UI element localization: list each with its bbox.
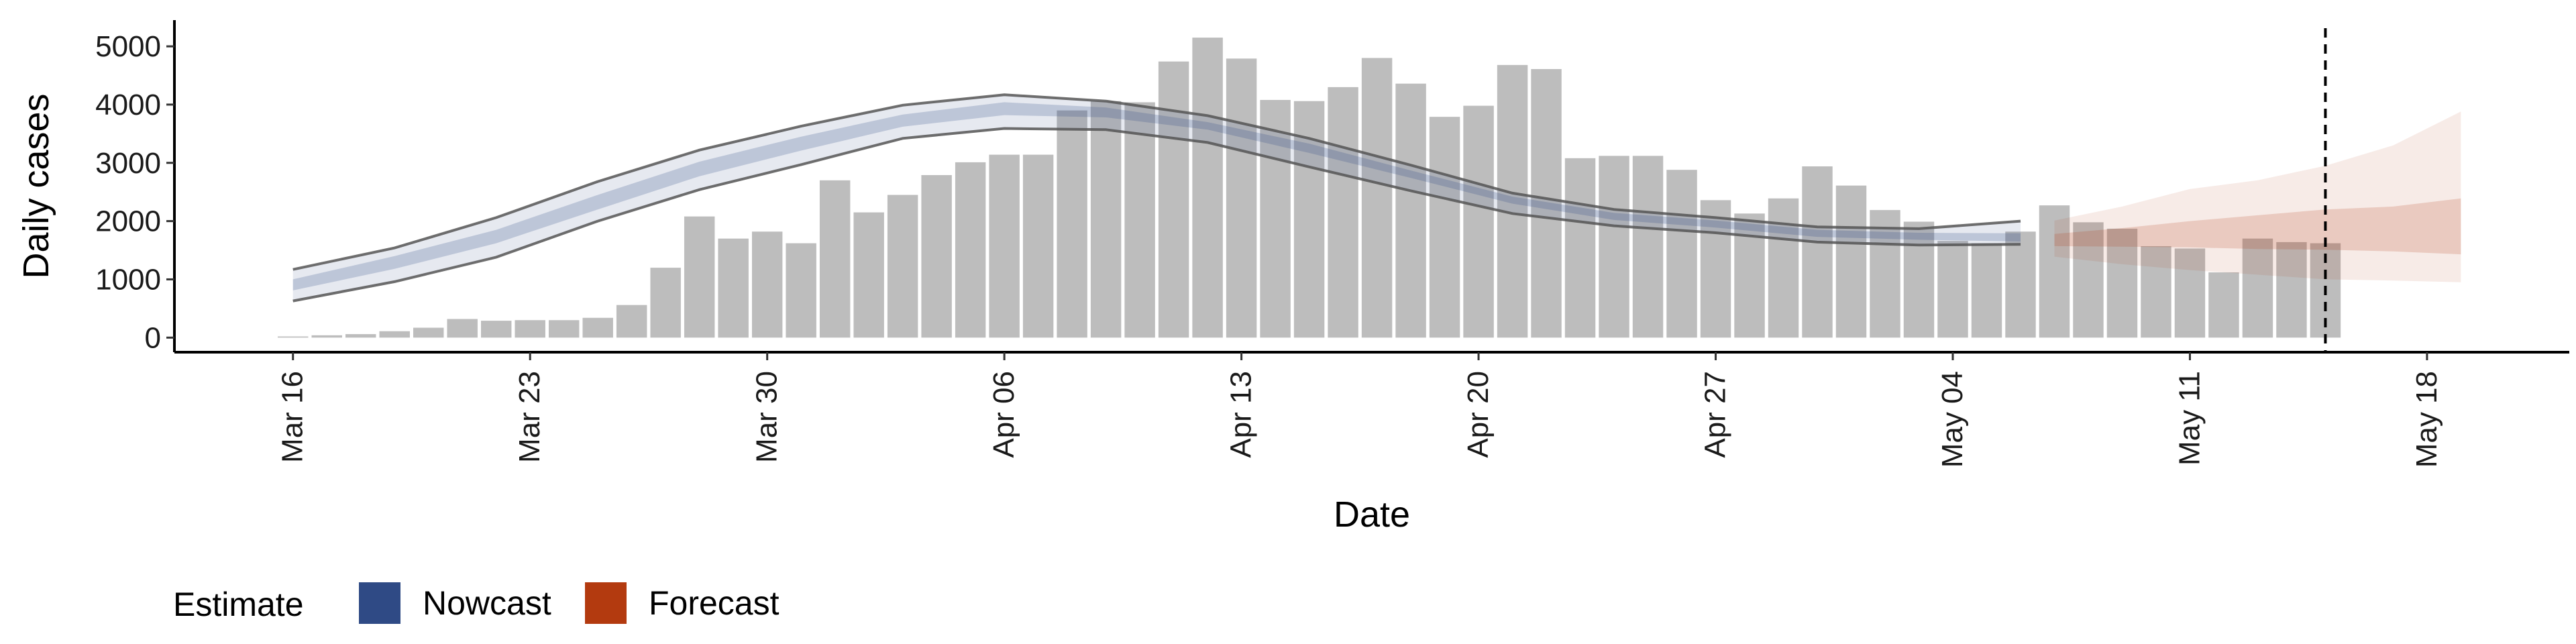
bar: [819, 180, 851, 338]
bar: [684, 216, 715, 338]
bar: [1564, 158, 1596, 338]
bar: [2276, 241, 2307, 338]
legend: Estimate Nowcast Forecast: [173, 582, 780, 624]
bar: [1429, 117, 1460, 338]
legend-swatch-forecast: [585, 582, 627, 624]
bar: [1937, 241, 1968, 338]
bar: [2174, 248, 2206, 338]
forecast-outer-band: [2054, 111, 2461, 282]
bar: [1802, 166, 1833, 338]
x-tick-label: Mar 30: [751, 371, 784, 463]
bar: [1057, 110, 1087, 338]
bar: [989, 154, 1020, 338]
bar: [1158, 61, 1189, 338]
forecast-inner-band: [2054, 198, 2461, 255]
bar: [1192, 38, 1223, 338]
nowcast-lower-line: [292, 127, 2021, 303]
bar: [2242, 238, 2273, 338]
bar: [2141, 246, 2171, 338]
y-tick-label: 4000: [95, 89, 161, 121]
bar: [1090, 101, 1122, 338]
bar: [718, 238, 749, 338]
bar: [1632, 156, 1664, 338]
bar: [548, 320, 580, 338]
bar: [345, 334, 376, 338]
y-axis-title: Daily cases: [16, 93, 56, 278]
bar: [1700, 200, 1731, 338]
bar: [1124, 102, 1155, 338]
bar: [278, 336, 309, 338]
bar: [1260, 99, 1291, 338]
x-tick-label: Apr 13: [1225, 371, 1258, 458]
bar: [2208, 272, 2239, 338]
bar: [1226, 58, 1257, 338]
bar: [582, 317, 613, 338]
bar: [413, 327, 444, 338]
bar: [1463, 105, 1494, 338]
bar: [955, 162, 986, 338]
bar: [480, 321, 512, 338]
bar: [1395, 83, 1426, 338]
x-tick-label: May 18: [2410, 371, 2443, 468]
bar: [1361, 58, 1393, 338]
bar: [751, 231, 783, 338]
legend-swatch-nowcast: [359, 582, 400, 624]
x-tick-label: Apr 06: [987, 371, 1020, 458]
x-axis-title: Date: [1334, 494, 1410, 535]
bar: [2039, 205, 2070, 338]
bar: [2005, 231, 2036, 338]
x-tick-label: Mar 16: [276, 371, 309, 463]
legend-label-forecast: Forecast: [649, 584, 780, 622]
bar: [650, 268, 681, 338]
bar: [447, 319, 478, 338]
bar: [853, 212, 884, 338]
axes: 0 1000 2000 3000 4000 5000 Mar 16 Mar 23 Mar 30 A…: [95, 20, 2569, 468]
y-tick-label: 0: [145, 321, 161, 354]
bar: [1971, 243, 2002, 338]
bar: [1531, 68, 1562, 338]
bar: [921, 175, 952, 338]
bar: [1497, 64, 1528, 338]
y-tick-label: 1000: [95, 263, 161, 296]
bar: [1328, 87, 1358, 338]
y-tick-label: 2000: [95, 205, 161, 238]
bar: [1768, 198, 1799, 338]
bar: [1599, 156, 1629, 338]
bar: [1870, 210, 1900, 338]
bar: [1835, 185, 1867, 338]
bar: [1903, 221, 1935, 338]
bar: [887, 195, 918, 338]
bar: [616, 305, 647, 338]
bar: [379, 331, 410, 338]
x-tick-label: Apr 20: [1462, 371, 1495, 458]
bar: [1022, 154, 1054, 338]
bar: [311, 335, 342, 338]
nowcast-outer-band: [292, 95, 2021, 301]
legend-title: Estimate: [173, 586, 304, 623]
y-tick-label: 5000: [95, 30, 161, 63]
x-tick-label: Apr 27: [1699, 371, 1732, 458]
x-tick-label: May 11: [2174, 371, 2206, 466]
bar: [2073, 222, 2104, 338]
bar: [2106, 228, 2138, 338]
bar: [515, 320, 545, 338]
x-tick-label: Mar 23: [513, 371, 546, 463]
y-tick-label: 3000: [95, 147, 161, 180]
bar: [786, 243, 816, 338]
nowcast-upper-line: [292, 93, 2021, 271]
x-tick-label: May 04: [1936, 371, 1969, 468]
plot-area: [278, 28, 2461, 352]
legend-label-nowcast: Nowcast: [423, 584, 551, 622]
bar: [1666, 170, 1697, 338]
